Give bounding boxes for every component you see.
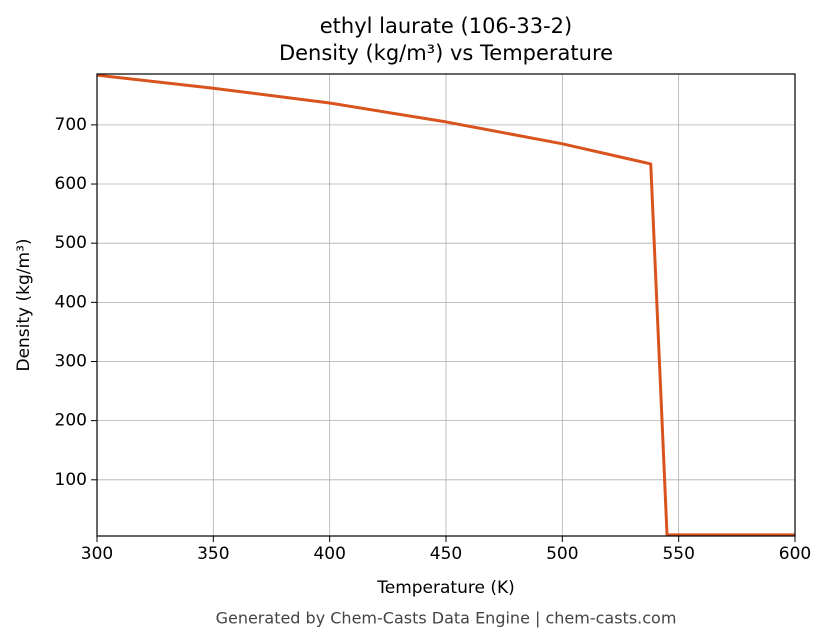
y-tick-label: 200 [55, 411, 87, 431]
plot-frame [96, 73, 796, 537]
y-tick-label: 600 [55, 174, 87, 194]
y-tick-label: 300 [55, 351, 87, 371]
x-tick-label: 450 [430, 544, 462, 564]
data-line [96, 73, 795, 537]
x-tick-label: 550 [662, 544, 694, 564]
footer: Generated by Chem-Casts Data Engine | ch… [216, 609, 677, 628]
x-tick-label: 400 [313, 544, 345, 564]
chart-title: ethyl laurate (106-33-2) [320, 14, 572, 38]
x-tick-label: 500 [546, 544, 578, 564]
y-tick-label: 700 [55, 115, 87, 135]
chart-subtitle: Density (kg/m³) vs Temperature [279, 41, 613, 65]
x-tick-label: 600 [779, 544, 811, 564]
x-tick-label: 350 [197, 544, 229, 564]
x-tick-label: 300 [81, 544, 113, 564]
x-axis-label: Temperature (K) [376, 578, 515, 598]
y-tick-label: 500 [55, 233, 87, 253]
y-axis-label: Density (kg/m³) [14, 238, 34, 371]
y-tick-label: 100 [55, 470, 87, 490]
y-tick-label: 400 [55, 292, 87, 312]
